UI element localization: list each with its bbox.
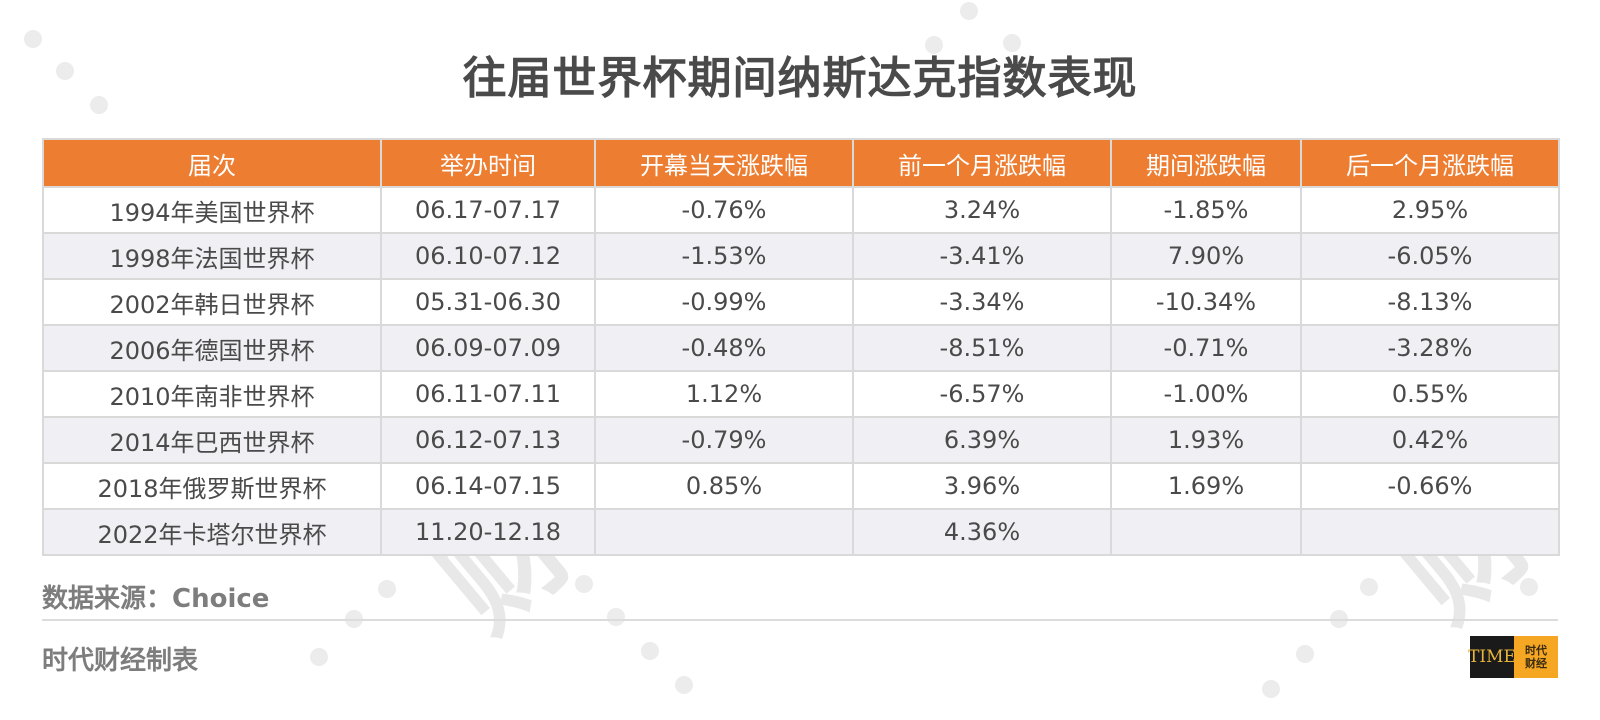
table-row: 2006年德国世界杯 06.09-07.09 -0.48% -8.51% -0.…: [42, 324, 1560, 372]
page-title: 往届世界杯期间纳斯达克指数表现: [462, 53, 1138, 104]
cell-edition: 2018年俄罗斯世界杯: [42, 462, 382, 510]
decorative-dot: [1520, 578, 1538, 596]
header-prior-month-change: 前一个月涨跌幅: [852, 138, 1112, 188]
cell-following-month: -3.28%: [1300, 324, 1560, 372]
cell-following-month: [1300, 508, 1560, 556]
cell-opening-day: -0.79%: [594, 416, 854, 464]
logo-line-1: 时代: [1525, 644, 1547, 657]
header-edition: 届次: [42, 138, 382, 188]
decorative-dot: [24, 30, 42, 48]
cell-dates: 11.20-12.18: [380, 508, 596, 556]
decorative-dot: [378, 580, 396, 598]
table-row: 1998年法国世界杯 06.10-07.12 -1.53% -3.41% 7.9…: [42, 232, 1560, 280]
table-row: 2010年南非世界杯 06.11-07.11 1.12% -6.57% -1.0…: [42, 370, 1560, 418]
cell-following-month: 0.42%: [1300, 416, 1560, 464]
table-row: 2022年卡塔尔世界杯 11.20-12.18 4.36%: [42, 508, 1560, 556]
header-opening-day-change: 开幕当天涨跌幅: [594, 138, 854, 188]
cell-prior-month: -8.51%: [852, 324, 1112, 372]
cell-dates: 06.10-07.12: [380, 232, 596, 280]
cell-opening-day: [594, 508, 854, 556]
cell-dates: 06.12-07.13: [380, 416, 596, 464]
cell-during: -10.34%: [1110, 278, 1302, 326]
cell-opening-day: 1.12%: [594, 370, 854, 418]
cell-edition: 2022年卡塔尔世界杯: [42, 508, 382, 556]
logo-chinese-mark: 时代 财经: [1514, 636, 1558, 678]
table-row: 2002年韩日世界杯 05.31-06.30 -0.99% -3.34% -10…: [42, 278, 1560, 326]
cell-edition: 2002年韩日世界杯: [42, 278, 382, 326]
cell-prior-month: 3.96%: [852, 462, 1112, 510]
cell-prior-month: -3.34%: [852, 278, 1112, 326]
cell-during: -1.00%: [1110, 370, 1302, 418]
decorative-dot: [1296, 645, 1314, 663]
decorative-dot: [607, 608, 625, 626]
table-row: 1994年美国世界杯 06.17-07.17 -0.76% 3.24% -1.8…: [42, 186, 1560, 234]
cell-during: 7.90%: [1110, 232, 1302, 280]
cell-during: -1.85%: [1110, 186, 1302, 234]
decorative-dot: [925, 36, 943, 54]
cell-dates: 06.14-07.15: [380, 462, 596, 510]
cell-prior-month: 4.36%: [852, 508, 1112, 556]
cell-opening-day: -1.53%: [594, 232, 854, 280]
decorative-dot: [960, 2, 978, 20]
maker-credit: 时代财经制表: [42, 646, 199, 676]
cell-edition: 1994年美国世界杯: [42, 186, 382, 234]
decorative-dot: [641, 642, 659, 660]
cell-prior-month: -3.41%: [852, 232, 1112, 280]
cell-edition: 2006年德国世界杯: [42, 324, 382, 372]
logo-time-mark: TIME: [1468, 636, 1516, 678]
header-following-month-change: 后一个月涨跌幅: [1300, 138, 1560, 188]
time-finance-logo: TIME 时代 财经: [1468, 636, 1558, 678]
logo-line-2: 财经: [1525, 657, 1547, 670]
cell-during: [1110, 508, 1302, 556]
table-row: 2014年巴西世界杯 06.12-07.13 -0.79% 6.39% 1.93…: [42, 416, 1560, 464]
cell-following-month: -6.05%: [1300, 232, 1560, 280]
cell-edition: 2014年巴西世界杯: [42, 416, 382, 464]
cell-following-month: -8.13%: [1300, 278, 1560, 326]
cell-opening-day: 0.85%: [594, 462, 854, 510]
cell-dates: 06.17-07.17: [380, 186, 596, 234]
cell-dates: 06.09-07.09: [380, 324, 596, 372]
cell-opening-day: -0.99%: [594, 278, 854, 326]
cell-during: 1.69%: [1110, 462, 1302, 510]
cell-opening-day: -0.76%: [594, 186, 854, 234]
data-source-note: 数据来源：Choice: [42, 584, 270, 614]
cell-dates: 06.11-07.11: [380, 370, 596, 418]
cell-prior-month: -6.57%: [852, 370, 1112, 418]
cell-edition: 1998年法国世界杯: [42, 232, 382, 280]
header-dates: 举办时间: [380, 138, 596, 188]
table-row: 2018年俄罗斯世界杯 06.14-07.15 0.85% 3.96% 1.69…: [42, 462, 1560, 510]
cell-during: -0.71%: [1110, 324, 1302, 372]
cell-during: 1.93%: [1110, 416, 1302, 464]
cell-following-month: 2.95%: [1300, 186, 1560, 234]
cell-following-month: 0.55%: [1300, 370, 1560, 418]
decorative-dot: [1003, 34, 1021, 52]
decorative-dot: [675, 676, 693, 694]
decorative-dot: [90, 96, 108, 114]
cell-opening-day: -0.48%: [594, 324, 854, 372]
decorative-dot: [310, 648, 328, 666]
cell-prior-month: 3.24%: [852, 186, 1112, 234]
data-table: 届次 举办时间 开幕当天涨跌幅 前一个月涨跌幅 期间涨跌幅 后一个月涨跌幅 19…: [42, 138, 1560, 556]
cell-edition: 2010年南非世界杯: [42, 370, 382, 418]
cell-prior-month: 6.39%: [852, 416, 1112, 464]
cell-dates: 05.31-06.30: [380, 278, 596, 326]
decorative-dot: [56, 62, 74, 80]
decorative-dot: [1262, 680, 1280, 698]
decorative-dot: [1360, 578, 1378, 596]
decorative-dot: [575, 575, 593, 593]
footer-divider: [42, 619, 1558, 621]
cell-following-month: -0.66%: [1300, 462, 1560, 510]
header-during-change: 期间涨跌幅: [1110, 138, 1302, 188]
table-header-row: 届次 举办时间 开幕当天涨跌幅 前一个月涨跌幅 期间涨跌幅 后一个月涨跌幅: [42, 138, 1560, 188]
